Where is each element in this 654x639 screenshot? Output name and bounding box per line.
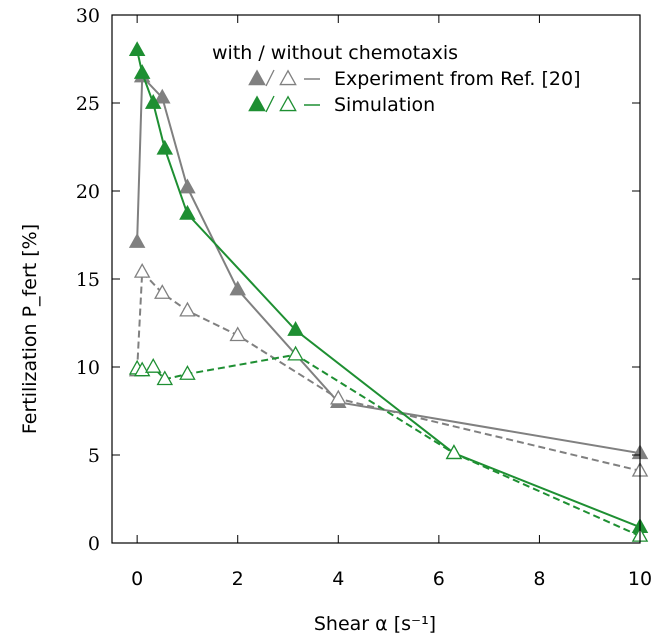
- data-point: [156, 370, 174, 386]
- y-tick-label: 0: [88, 533, 100, 555]
- data-point: [133, 64, 151, 79]
- data-point: [287, 321, 304, 336]
- series-line: [136, 74, 641, 455]
- data-point: [144, 94, 162, 109]
- y-tick-label: 15: [76, 269, 100, 291]
- data-point: [330, 389, 347, 405]
- legend-entry-simulation: Simulation: [334, 94, 435, 116]
- data-point: [229, 326, 246, 342]
- series-line: [136, 353, 641, 537]
- y-axis-label: Fertilization P_fert [%]: [19, 224, 41, 434]
- x-tick-label: 6: [433, 568, 445, 590]
- series-4: [128, 345, 649, 542]
- y-tick-label: 20: [76, 181, 100, 203]
- x-tick-label: 0: [131, 568, 143, 590]
- x-axis-label: Shear α [s⁻¹]: [314, 613, 436, 635]
- data-point: [179, 204, 196, 220]
- data-point: [287, 345, 304, 361]
- data-point: [179, 365, 196, 380]
- x-tick-label: 2: [232, 568, 244, 590]
- y-tick-label: 5: [88, 445, 100, 467]
- series-1: [128, 67, 649, 460]
- legend-sample-experiment: [248, 69, 320, 87]
- data-point: [445, 444, 463, 460]
- data-point: [154, 88, 171, 104]
- y-tick-label: 30: [76, 5, 100, 27]
- legend-title: with / without chemotaxis: [212, 42, 458, 64]
- x-tick-label: 4: [332, 568, 344, 590]
- x-tick-label: 8: [533, 568, 545, 590]
- legend-open-triangle: [279, 95, 297, 112]
- legend-sample-simulation: [248, 95, 320, 113]
- legend-open-triangle: [279, 69, 297, 86]
- series-3: [128, 41, 649, 533]
- legend: with / without chemotaxis Experiment fro…: [212, 42, 581, 116]
- series-line: [136, 49, 641, 529]
- data-point: [179, 178, 196, 194]
- legend-filled-triangle: [248, 95, 266, 112]
- data-point: [179, 301, 196, 317]
- data-point: [128, 41, 146, 57]
- x-tick-label: 10: [628, 568, 652, 590]
- data-point: [154, 284, 171, 299]
- y-tick-label: 25: [76, 93, 100, 115]
- data-point: [133, 262, 151, 278]
- legend-filled-triangle: [248, 69, 266, 86]
- y-tick-label: 10: [76, 357, 100, 379]
- legend-entry-experiment: Experiment from Ref. [20]: [334, 68, 581, 90]
- data-point: [144, 358, 162, 373]
- axis-ticks: 0 2 4 6 8 10 0 5 10 15 20 25 30: [76, 5, 652, 590]
- data-point: [128, 233, 146, 248]
- data-point: [156, 139, 174, 155]
- plot-marks: [128, 41, 649, 542]
- data-point: [229, 280, 246, 296]
- legend-slash: [265, 69, 275, 87]
- legend-slash: [265, 95, 275, 113]
- series-2: [128, 262, 649, 477]
